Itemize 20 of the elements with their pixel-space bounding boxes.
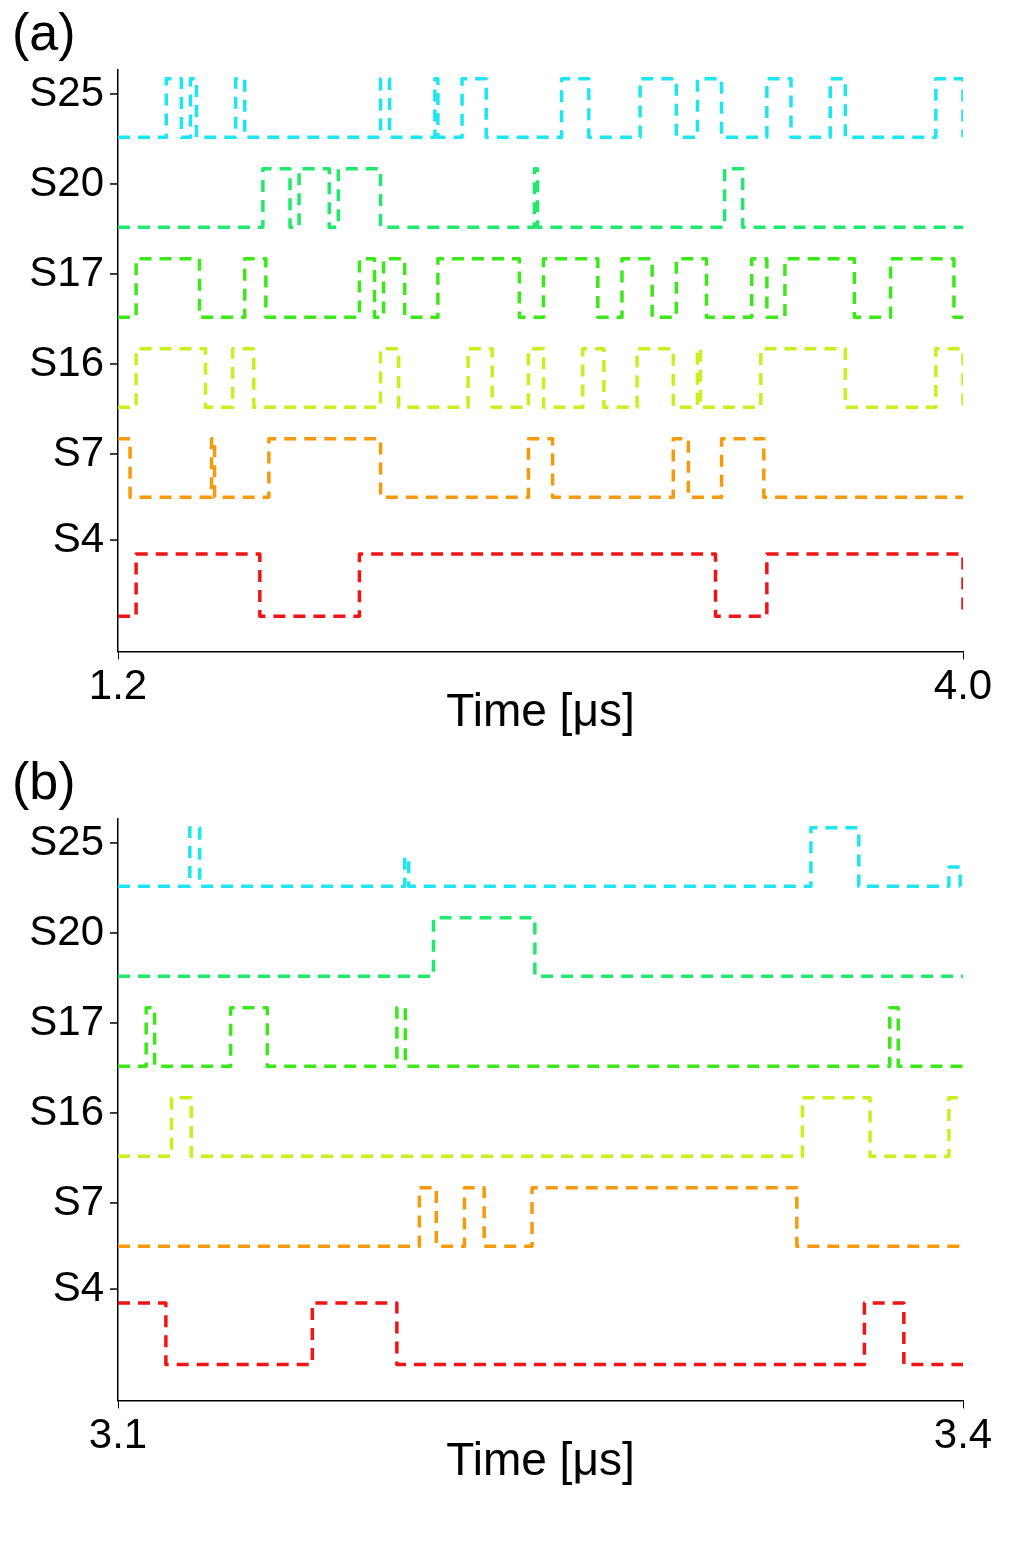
x-tick-label: 4.0 <box>933 661 993 709</box>
y-axis-title: S4 <box>52 513 104 561</box>
chart-title: (a) <box>12 3 76 62</box>
y-axis-title: S25 <box>29 67 104 115</box>
y-axis-title: S17 <box>29 996 104 1044</box>
x-tick-label: 3.1 <box>88 1410 148 1458</box>
y-axis-title: S4 <box>52 1262 104 1310</box>
x-axis-title: Time [μs] <box>446 1433 635 1486</box>
y-axis-title: S7 <box>52 1176 104 1224</box>
y-axis-title: S20 <box>29 906 104 954</box>
y-axis-title: S17 <box>29 247 104 295</box>
y-axis-title: S7 <box>52 427 104 475</box>
y-axis-title: S16 <box>29 1086 104 1134</box>
x-axis-title: Time [μs] <box>446 684 635 737</box>
chart-title: (b) <box>12 752 76 811</box>
x-tick-label: 1.2 <box>88 661 148 709</box>
y-axis-title: S25 <box>29 816 104 864</box>
y-axis-title: S16 <box>29 337 104 385</box>
y-axis-title: S20 <box>29 157 104 205</box>
x-tick-label: 3.4 <box>933 1410 993 1458</box>
